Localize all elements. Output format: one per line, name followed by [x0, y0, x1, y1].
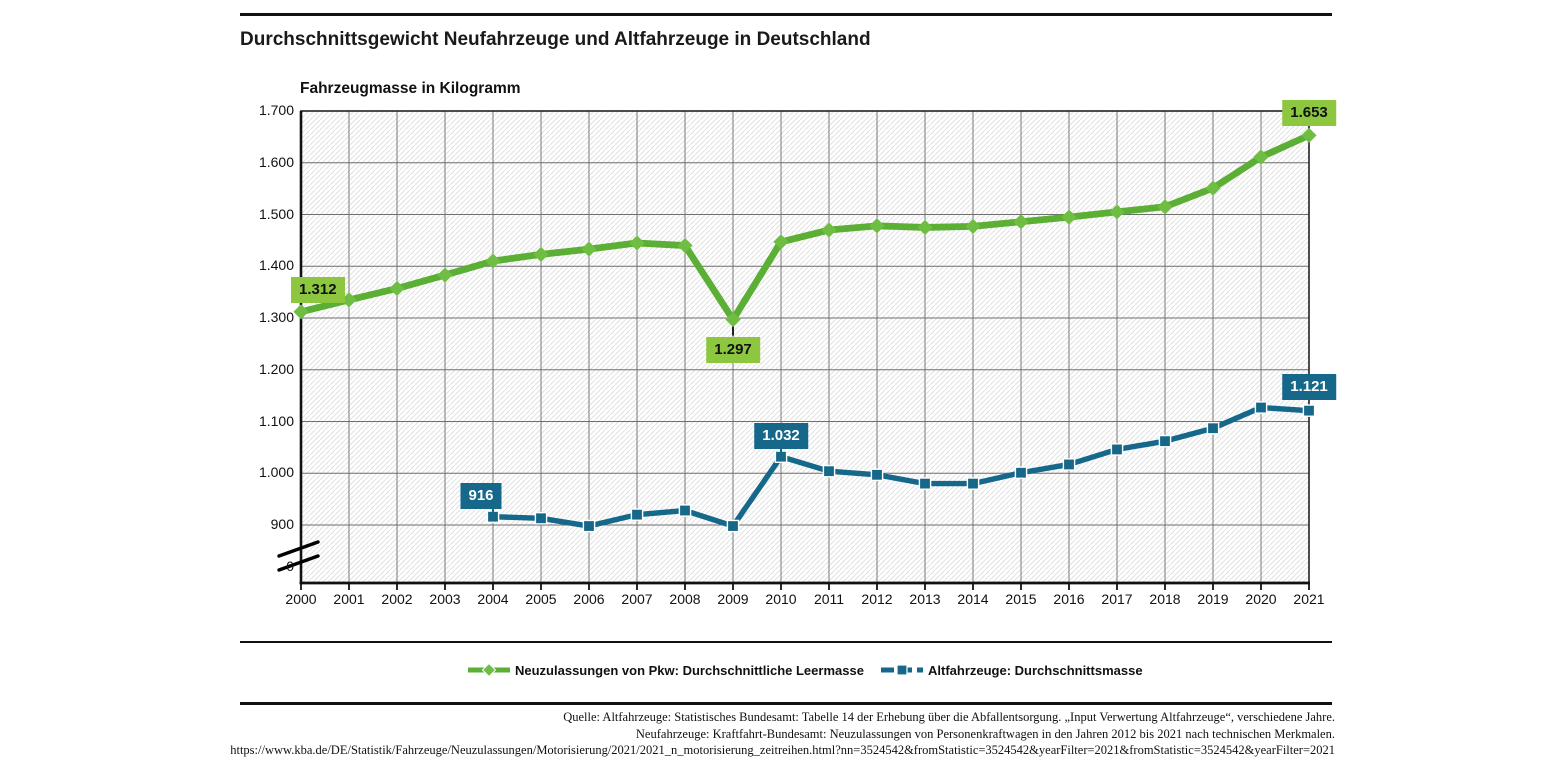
- marker-diamond: [1205, 180, 1221, 196]
- marker-diamond: [389, 280, 405, 297]
- x-tick-label: 2020: [1245, 591, 1277, 607]
- legend-marker-blue-line-square-icon: [881, 664, 923, 676]
- marker-diamond: [1061, 209, 1077, 225]
- data-label-1653: 1.653: [1282, 100, 1336, 127]
- data-label-1297: 1.297: [706, 336, 760, 363]
- marker-square: [1206, 421, 1220, 435]
- marker-diamond: [341, 292, 357, 308]
- axis-break-mark: [277, 554, 320, 572]
- x-tick-label: 2013: [909, 591, 941, 607]
- data-label-916: 916: [460, 482, 502, 509]
- marker-square: [582, 519, 596, 533]
- x-tick-label: 2018: [1149, 591, 1181, 607]
- marker-diamond: [629, 235, 645, 251]
- legend-item-altfahrzeuge: Altfahrzeuge: Durchschnittsmasse: [880, 661, 1143, 679]
- x-tick-label: 2000: [285, 591, 317, 607]
- x-tick-label: 2011: [813, 591, 845, 607]
- x-tick-label: 2008: [669, 591, 701, 607]
- y-tick-label: 1.000: [258, 464, 294, 481]
- chart-title: Durchschnittsgewicht Neufahrzeuge und Al…: [240, 29, 871, 50]
- marker-square: [1014, 466, 1028, 480]
- marker-diamond: [1013, 214, 1029, 230]
- marker-diamond: [869, 218, 885, 234]
- marker-diamond: [917, 219, 933, 236]
- x-tick-label: 2014: [957, 591, 989, 607]
- marker-square: [1158, 434, 1172, 448]
- marker-square: [726, 519, 740, 533]
- x-tick-label: 2016: [1053, 591, 1085, 607]
- marker-square: [534, 511, 548, 525]
- y-tick-label: 1.600: [258, 153, 294, 170]
- marker-diamond: [533, 246, 549, 262]
- marker-square: [1254, 401, 1268, 414]
- y-tick-label: 900: [270, 516, 294, 532]
- x-tick-label: 2010: [765, 591, 797, 607]
- y-tick-label: 1.100: [258, 412, 294, 429]
- marker-square: [630, 508, 644, 521]
- x-tick-label: 2007: [621, 591, 653, 607]
- x-tick-label: 2012: [861, 591, 893, 607]
- marker-square: [966, 477, 980, 490]
- top-rule: [240, 13, 1332, 16]
- marker-square: [1110, 443, 1124, 456]
- x-tick-label: 2003: [429, 591, 461, 607]
- series-line-neuzulassungen: [297, 131, 1313, 323]
- marker-square: [1302, 404, 1316, 417]
- marker-diamond: [581, 241, 597, 257]
- bottom-rule: [240, 702, 1332, 705]
- source-line-1: Quelle: Altfahrzeuge: Statistisches Bund…: [563, 710, 1335, 724]
- marker-diamond: [725, 311, 741, 328]
- marker-diamond: [1157, 199, 1173, 215]
- marker-diamond: [1301, 127, 1317, 143]
- x-tick-label: 2001: [333, 591, 365, 607]
- data-label-1312: 1.312: [291, 276, 345, 303]
- marker-square: [918, 477, 932, 490]
- y-axis-title: Fahrzeugmasse in Kilogramm: [300, 80, 521, 97]
- marker-diamond: [1109, 204, 1125, 220]
- legend-item-neuzulassungen: Neuzulassungen von Pkw: Durchschnittlich…: [467, 661, 864, 679]
- x-tick-label: 2017: [1101, 591, 1133, 607]
- marker-diamond: [293, 304, 309, 320]
- data-label-1032: 1.032: [754, 422, 808, 449]
- marker-diamond: [773, 234, 789, 250]
- x-tick-label: 2015: [1005, 591, 1037, 607]
- marker-diamond: [677, 237, 693, 254]
- legend-label-neuzulassungen: Neuzulassungen von Pkw: Durchschnittlich…: [515, 662, 864, 678]
- marker-square: [678, 504, 692, 517]
- x-tick-label: 2021: [1293, 591, 1325, 607]
- source-block: Quelle: Altfahrzeuge: Statistisches Bund…: [230, 709, 1335, 759]
- x-tick-label: 2002: [381, 591, 413, 607]
- source-line-3: https://www.kba.de/DE/Statistik/Fahrzeug…: [230, 743, 1335, 757]
- legend-top-rule: [240, 641, 1332, 643]
- x-tick-label: 2006: [573, 591, 605, 607]
- legend-label-altfahrzeuge: Altfahrzeuge: Durchschnittsmasse: [928, 662, 1143, 678]
- series-line-altfahrzeuge: [490, 404, 1312, 529]
- marker-square: [1062, 458, 1076, 471]
- plot-background: [301, 111, 1309, 583]
- y-tick-label: 1.500: [258, 205, 294, 222]
- x-tick-label: 2019: [1197, 591, 1229, 607]
- y-tick-label-zero: 0: [286, 558, 294, 574]
- x-tick-label: 2005: [525, 591, 557, 607]
- marker-diamond: [1253, 149, 1269, 165]
- marker-diamond: [821, 222, 837, 238]
- marker-square: [822, 464, 836, 478]
- axis-break-mark: [277, 540, 320, 558]
- legend-marker-green-line-diamond-icon: [468, 663, 510, 677]
- y-tick-label: 1.200: [258, 360, 294, 377]
- y-tick-label: 1.400: [258, 257, 294, 274]
- source-line-2: Neufahrzeuge: Kraftfahrt-Bundesamt: Neuz…: [635, 726, 1335, 741]
- data-label-1121: 1.121: [1282, 373, 1336, 400]
- marker-square: [870, 468, 884, 482]
- y-tick-label: 1.700: [258, 102, 294, 118]
- y-tick-label: 1.300: [258, 309, 294, 325]
- marker-diamond: [437, 267, 453, 283]
- x-tick-label: 2004: [477, 591, 509, 607]
- x-tick-label: 2009: [717, 591, 749, 607]
- marker-diamond: [485, 253, 501, 269]
- legend: Neuzulassungen von Pkw: Durchschnittlich…: [0, 661, 1545, 681]
- marker-diamond: [965, 218, 981, 235]
